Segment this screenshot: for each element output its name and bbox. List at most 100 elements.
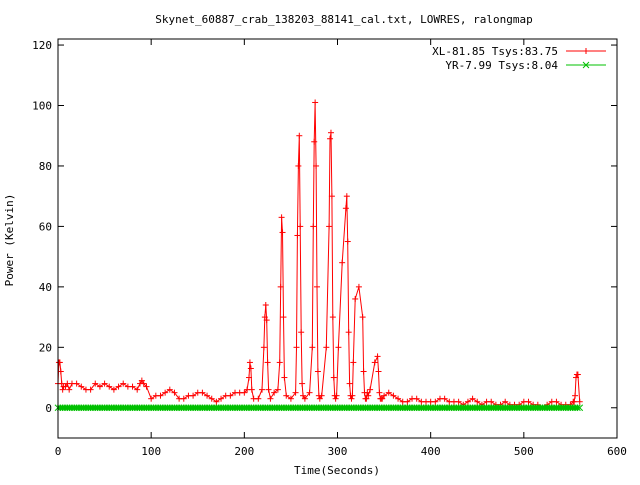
data-point	[455, 398, 462, 405]
chart-title: Skynet_60887_crab_138203_88141_cal.txt, …	[155, 13, 533, 26]
data-point	[218, 395, 225, 402]
data-point	[573, 374, 580, 381]
data-point	[263, 317, 270, 324]
data-point	[342, 205, 349, 212]
x-tick-label: 0	[55, 445, 62, 458]
legend-label: XL-81.85 Tsys:83.75	[432, 45, 558, 58]
data-point	[576, 398, 583, 405]
data-point	[101, 380, 108, 387]
data-point	[78, 383, 85, 390]
data-point	[262, 302, 269, 308]
series-1	[55, 99, 583, 411]
data-point	[313, 162, 320, 169]
data-point	[120, 380, 127, 387]
data-point	[58, 380, 65, 387]
data-point	[292, 389, 299, 396]
axis-ticks: 0 100 200 300 400 500 600 0 20 40 60 80 100 120	[32, 39, 627, 458]
data-point	[278, 214, 285, 221]
data-point	[297, 223, 304, 230]
data-point	[92, 380, 99, 387]
data-point	[464, 398, 471, 405]
data-point	[314, 368, 321, 375]
data-point	[344, 238, 351, 245]
data-point	[190, 392, 197, 399]
data-point	[360, 368, 367, 375]
data-point	[96, 383, 103, 390]
data-point	[335, 344, 342, 351]
data-point	[264, 359, 271, 366]
data-point	[300, 392, 307, 399]
data-point	[62, 383, 69, 390]
data-point	[245, 374, 252, 381]
data-point	[367, 386, 374, 393]
data-point	[327, 135, 334, 142]
data-point	[346, 380, 353, 387]
data-point	[59, 386, 66, 393]
data-point	[267, 395, 274, 402]
data-point	[73, 380, 80, 387]
data-point	[306, 389, 313, 396]
legend-label: YR-7.99 Tsys:8.04	[445, 59, 558, 72]
data-point	[355, 283, 362, 290]
data-point	[277, 283, 284, 290]
data-point	[208, 395, 215, 402]
data-point	[87, 386, 94, 393]
series-2	[54, 404, 584, 412]
data-point	[271, 389, 278, 396]
data-point	[299, 380, 306, 387]
data-point	[339, 259, 346, 266]
data-point	[57, 368, 64, 375]
data-point	[390, 392, 397, 399]
data-point	[287, 395, 294, 402]
data-point	[330, 374, 337, 381]
data-point	[328, 193, 335, 200]
data-point	[371, 359, 378, 366]
data-point	[66, 386, 73, 393]
data-point	[379, 395, 386, 402]
x-tick-label: 500	[514, 445, 534, 458]
data-point	[280, 314, 287, 321]
data-point	[204, 392, 211, 399]
data-point	[148, 395, 155, 402]
data-point	[293, 344, 300, 351]
data-point	[296, 132, 303, 139]
data-point	[276, 359, 283, 366]
data-point	[213, 398, 220, 405]
data-point	[260, 344, 267, 351]
data-point	[274, 386, 281, 393]
data-point	[143, 383, 150, 390]
data-point	[332, 395, 339, 402]
data-point	[345, 329, 352, 336]
data-point	[314, 283, 321, 290]
data-point	[381, 392, 388, 399]
data-point	[488, 398, 495, 405]
data-point	[312, 99, 319, 106]
data-point	[311, 138, 318, 145]
legend-marker	[583, 48, 589, 54]
data-point	[502, 398, 509, 405]
data-point	[180, 395, 187, 402]
data-point	[265, 386, 272, 393]
data-point	[162, 389, 169, 396]
data-point	[318, 392, 325, 399]
y-tick-label: 40	[39, 281, 52, 294]
y-tick-label: 20	[39, 341, 52, 354]
data-point	[134, 386, 141, 393]
data-point	[323, 344, 330, 351]
data-point	[246, 359, 253, 366]
x-tick-label: 100	[141, 445, 161, 458]
data-point	[432, 398, 439, 405]
data-point	[363, 395, 370, 402]
data-point	[241, 389, 248, 396]
data-point	[106, 383, 113, 390]
data-point	[359, 314, 366, 321]
data-point	[375, 368, 382, 375]
data-point	[295, 162, 302, 169]
data-point	[294, 232, 301, 239]
data-point	[574, 404, 581, 412]
series-line	[57, 102, 581, 409]
data-point	[259, 386, 266, 393]
plot-frame	[57, 38, 618, 439]
